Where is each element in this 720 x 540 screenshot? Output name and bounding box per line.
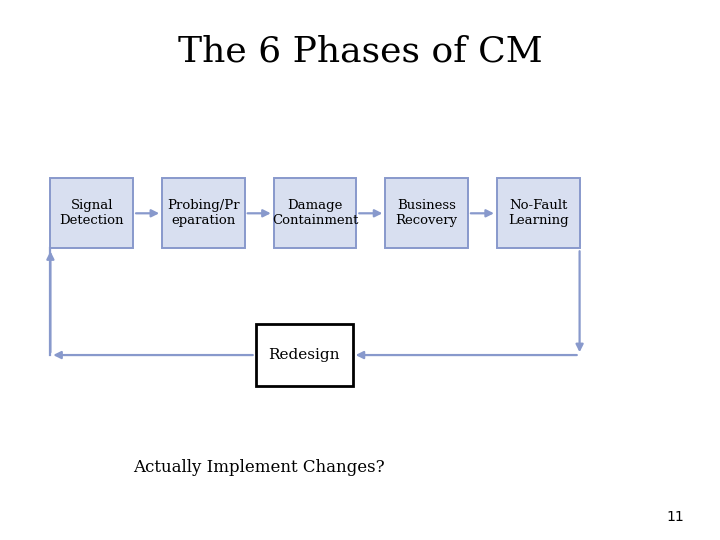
Text: No-Fault
Learning: No-Fault Learning bbox=[508, 199, 569, 227]
Text: The 6 Phases of CM: The 6 Phases of CM bbox=[178, 35, 542, 68]
Text: Actually Implement Changes?: Actually Implement Changes? bbox=[133, 458, 385, 476]
Text: Damage
Containment: Damage Containment bbox=[272, 199, 358, 227]
Text: Business
Recovery: Business Recovery bbox=[395, 199, 458, 227]
FancyBboxPatch shape bbox=[256, 324, 353, 386]
FancyBboxPatch shape bbox=[274, 178, 356, 248]
Text: Signal
Detection: Signal Detection bbox=[60, 199, 124, 227]
FancyBboxPatch shape bbox=[50, 178, 133, 248]
Text: Redesign: Redesign bbox=[269, 348, 340, 362]
FancyBboxPatch shape bbox=[385, 178, 468, 248]
FancyBboxPatch shape bbox=[162, 178, 245, 248]
Text: 11: 11 bbox=[666, 510, 684, 524]
FancyBboxPatch shape bbox=[497, 178, 580, 248]
Text: Probing/Pr
eparation: Probing/Pr eparation bbox=[167, 199, 240, 227]
